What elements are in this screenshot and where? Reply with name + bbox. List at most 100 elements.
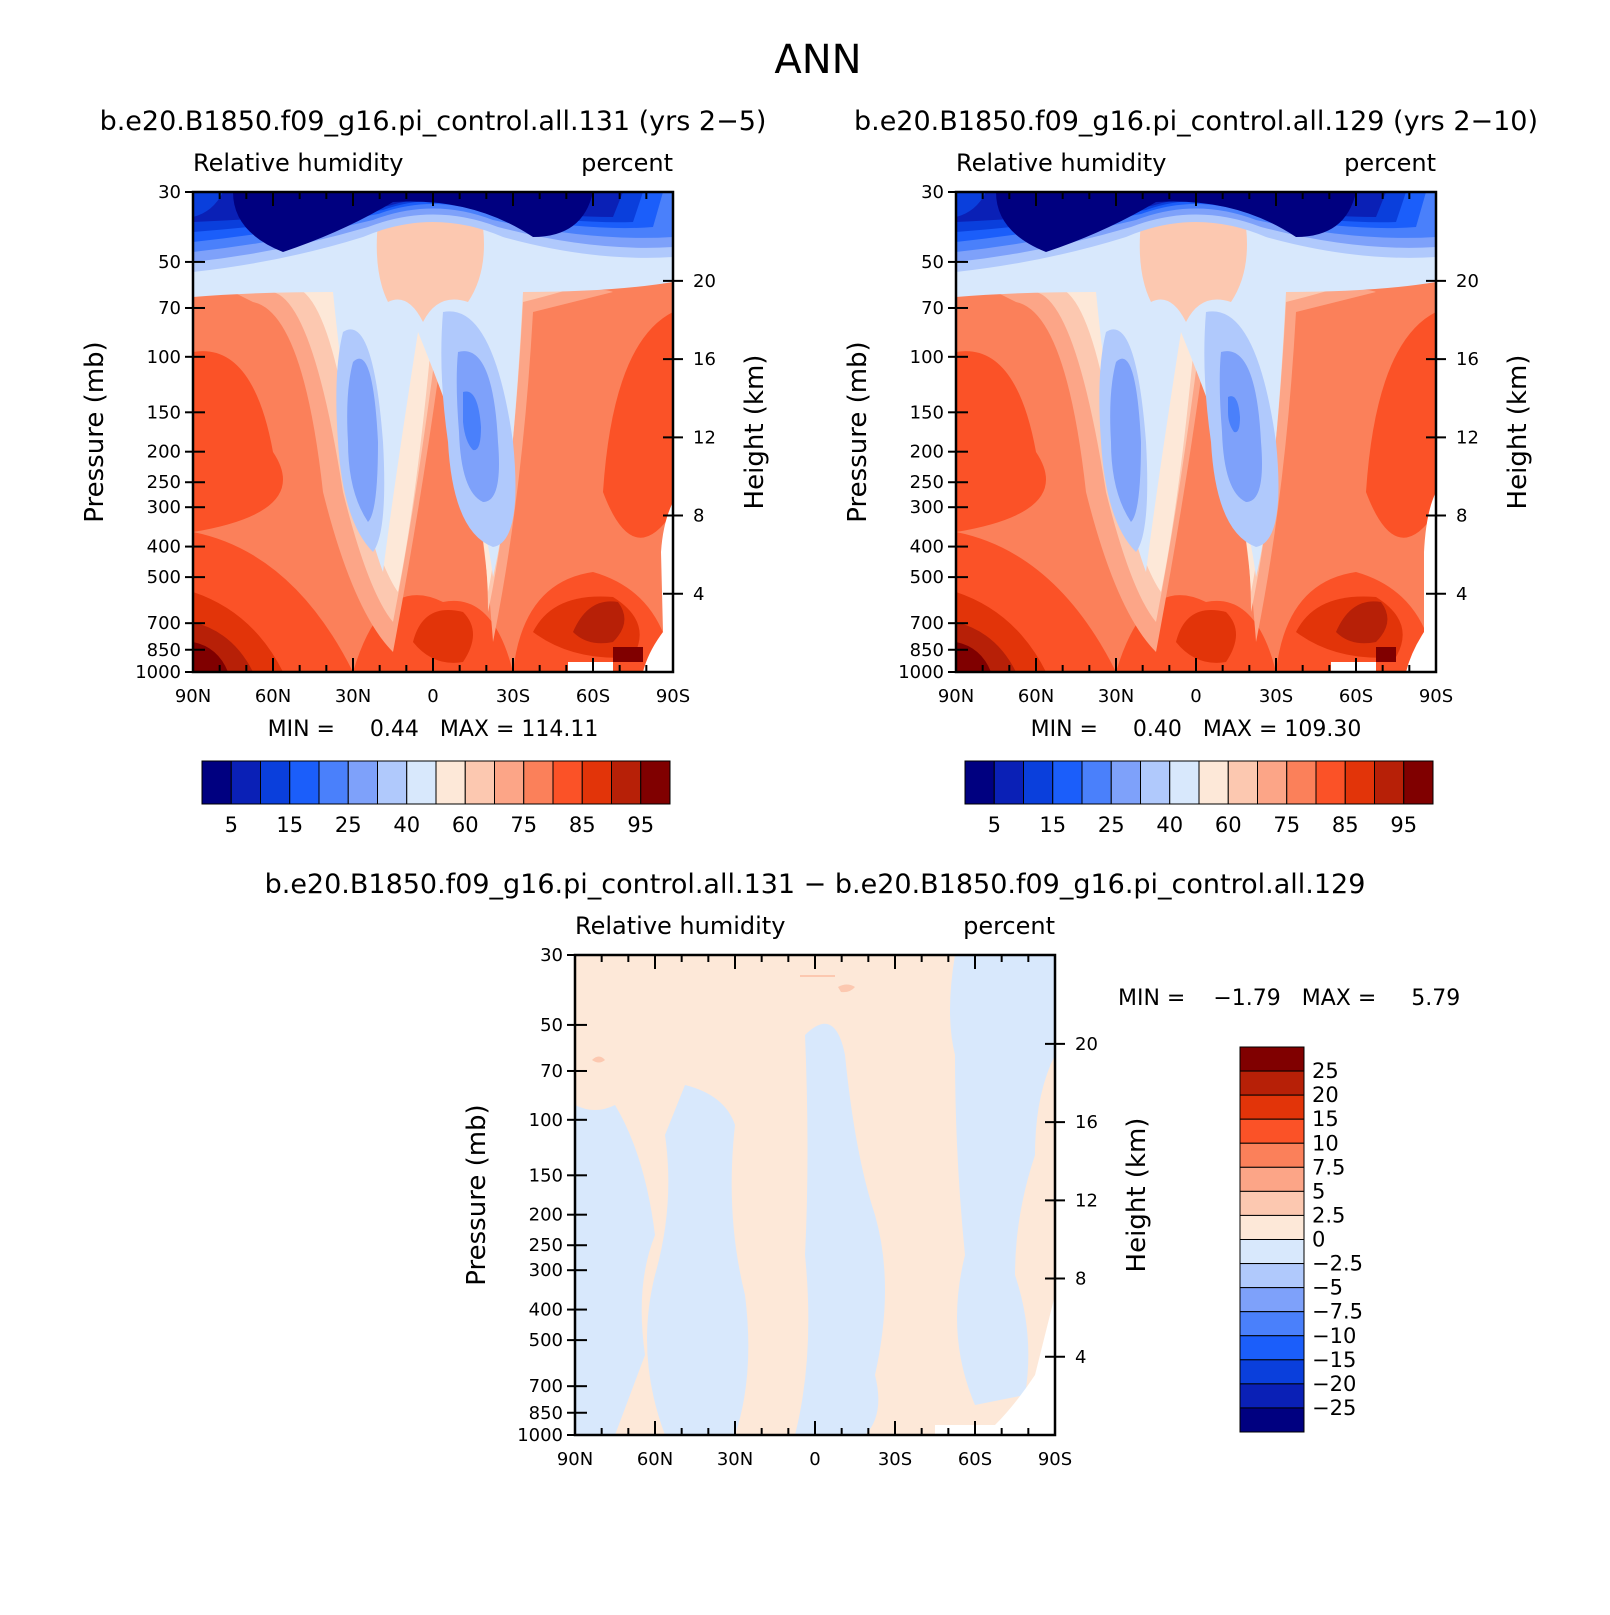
y-right-tick-label: 16	[1456, 349, 1479, 370]
y-tick-label: 150	[147, 402, 181, 423]
contour-band	[1336, 601, 1388, 644]
labelbar-box	[406, 760, 437, 805]
contour-band	[956, 192, 1436, 577]
y-tick-label: 250	[147, 472, 181, 493]
labelbar-box	[1239, 1407, 1305, 1433]
y-tick-label: 250	[529, 1235, 563, 1256]
contour-band	[575, 1105, 655, 1435]
y-right-tick-label: 12	[1456, 427, 1479, 448]
x-tick-label: 60S	[958, 1449, 992, 1470]
y-right-tick-label: 4	[1075, 1347, 1086, 1368]
labelbar-box	[1227, 760, 1258, 805]
x-tick-label: 90N	[557, 1449, 593, 1470]
panel-2-contour-field	[956, 192, 1436, 672]
panel-3: b.e20.B1850.f09_g16.pi_control.all.131 −…	[265, 869, 1461, 1470]
labelbar-box	[523, 760, 554, 805]
panel-1-minmax: MIN = 0.44 MAX = 114.11	[268, 717, 599, 742]
contour-band	[996, 192, 1356, 252]
labelbar-box	[1239, 1046, 1305, 1072]
y-tick-label: 70	[921, 298, 944, 319]
y-tick-label: 850	[910, 640, 944, 661]
labelbar-box	[201, 760, 232, 805]
labelbar-box	[611, 760, 642, 805]
y-tick-label: 700	[910, 613, 944, 634]
labelbar-label: 20	[1312, 1083, 1339, 1107]
panel-2-variable: Relative humidity	[956, 149, 1166, 177]
panel-1: b.e20.B1850.f09_g16.pi_control.all.131 (…	[80, 106, 770, 837]
panel-2: b.e20.B1850.f09_g16.pi_control.all.129 (…	[843, 106, 1538, 837]
y-right-tick-label: 4	[1456, 584, 1467, 605]
contour-band	[800, 975, 835, 977]
labelbar-box	[289, 760, 320, 805]
labelbar-label: 10	[1312, 1131, 1339, 1155]
labelbar-box	[1239, 1118, 1305, 1144]
y-tick-label: 500	[910, 567, 944, 588]
y-right-tick-label: 12	[693, 427, 716, 448]
y-tick-label: 300	[529, 1260, 563, 1281]
y-tick-label: 50	[921, 252, 944, 273]
y-tick-label: 400	[910, 537, 944, 558]
y-tick-label: 400	[147, 537, 181, 558]
panel-1-case-title: b.e20.B1850.f09_g16.pi_control.all.131 (…	[100, 106, 767, 137]
labelbar-box	[1257, 760, 1288, 805]
labelbar-label: 5	[225, 813, 238, 837]
labelbar-label: 60	[1215, 813, 1242, 837]
labelbar-box	[1169, 760, 1200, 805]
labelbar-box	[377, 760, 408, 805]
contour-band	[193, 192, 223, 217]
panel-1-ylabel: Pressure (mb)	[80, 341, 110, 522]
panel-3-ylabel-right: Height (km)	[1122, 1118, 1152, 1273]
labelbar-label: 95	[1390, 813, 1417, 837]
y-right-tick-label: 12	[1075, 1190, 1098, 1211]
labelbar-label: 85	[1332, 813, 1359, 837]
missing-data	[643, 502, 673, 672]
contour-band	[193, 192, 673, 577]
panel-3-case-title: b.e20.B1850.f09_g16.pi_control.all.131 −…	[265, 869, 1366, 900]
y-tick-label: 50	[540, 1015, 563, 1036]
labelbar-box	[1239, 1239, 1305, 1265]
contour-band	[1376, 647, 1396, 662]
labelbar-box	[552, 760, 583, 805]
labelbar-box	[1239, 1311, 1305, 1337]
contour-band	[613, 647, 643, 662]
y-tick-label: 200	[147, 442, 181, 463]
x-tick-label: 30S	[1259, 686, 1293, 707]
y-tick-label: 70	[158, 298, 181, 319]
y-tick-label: 500	[147, 567, 181, 588]
contour-band	[795, 1023, 885, 1435]
y-tick-label: 700	[147, 613, 181, 634]
labelbar-label: 25	[335, 813, 362, 837]
labelbar-box	[1140, 760, 1171, 805]
labelbar-box	[494, 760, 525, 805]
y-tick-label: 850	[529, 1403, 563, 1424]
labelbar-box	[1239, 1142, 1305, 1168]
y-tick-label: 300	[147, 497, 181, 518]
x-tick-label: 90S	[1038, 1449, 1072, 1470]
labelbar-box	[464, 760, 495, 805]
labelbar-box	[1239, 1214, 1305, 1240]
contour-band	[413, 610, 473, 663]
labelbar-label: 25	[1312, 1059, 1339, 1083]
labelbar-label: −2.5	[1312, 1252, 1363, 1276]
labelbar-label: 2.5	[1312, 1203, 1345, 1227]
labelbar-label: 15	[1312, 1107, 1339, 1131]
labelbar-box	[1198, 760, 1229, 805]
contour-band	[956, 192, 986, 217]
labelbar-box	[1023, 760, 1054, 805]
contour-band	[603, 312, 673, 538]
y-tick-label: 300	[910, 497, 944, 518]
x-tick-label: 30N	[717, 1449, 753, 1470]
labelbar-label: −25	[1312, 1396, 1356, 1420]
y-tick-label: 50	[158, 252, 181, 273]
x-tick-label: 90N	[938, 686, 974, 707]
panel-2-ylabel: Pressure (mb)	[843, 341, 873, 522]
missing-data	[935, 1295, 1055, 1435]
labelbar-label: 40	[393, 813, 420, 837]
labelbar-label: −10	[1312, 1324, 1356, 1348]
x-tick-label: 90S	[1419, 686, 1453, 707]
panel-3-contour-field	[575, 955, 1055, 1435]
x-tick-label: 60N	[1018, 686, 1054, 707]
